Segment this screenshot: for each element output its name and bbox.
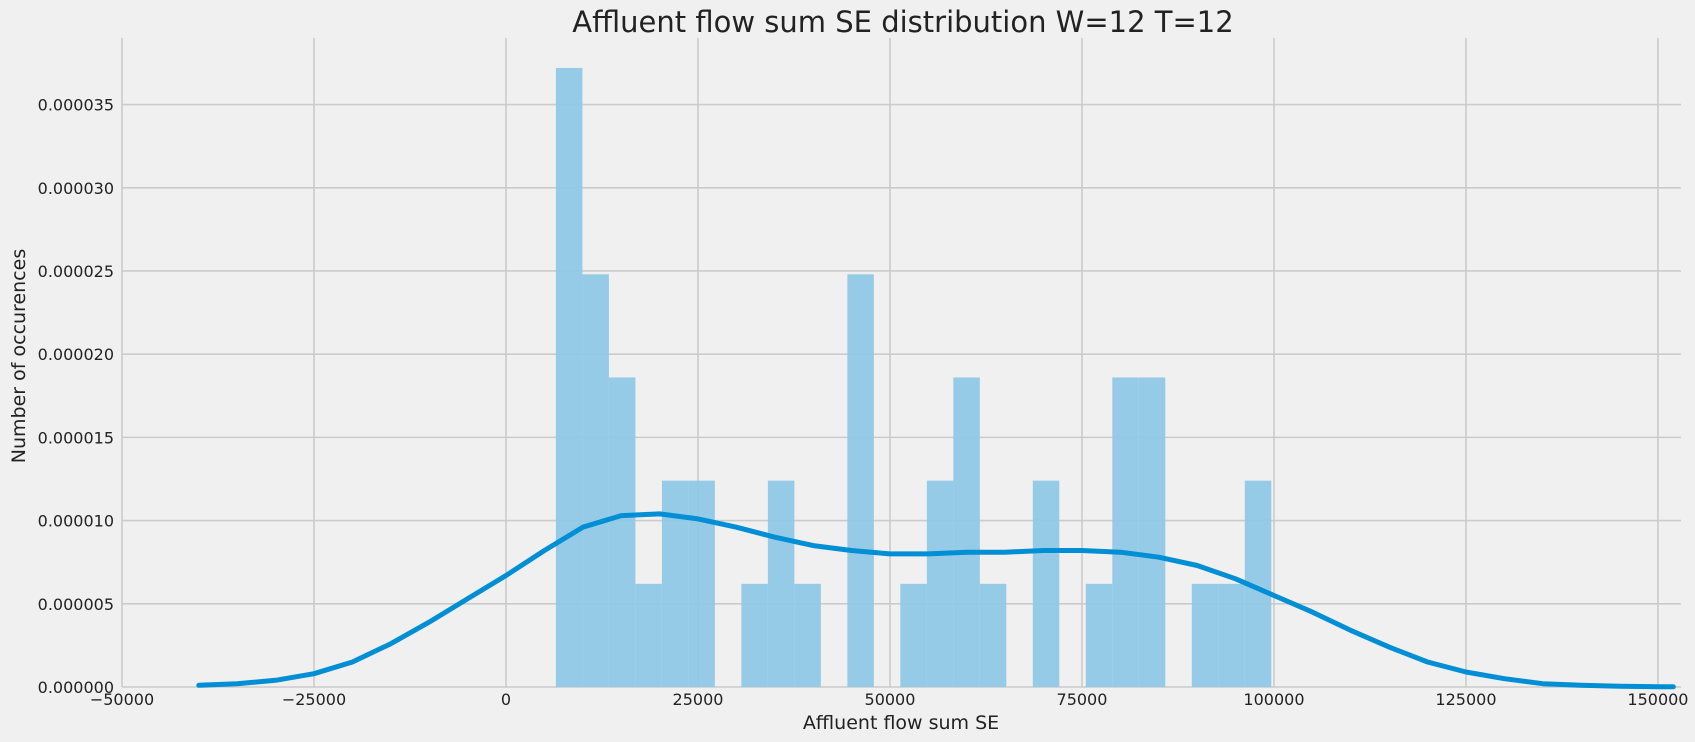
x-axis-label: Affluent flow sum SE [803, 712, 999, 734]
y-axis-label: Number of occurences [8, 249, 30, 463]
y-tick-label: 0.000025 [38, 262, 114, 281]
histogram-bar [926, 480, 954, 687]
x-tick-label: 50000 [865, 690, 916, 709]
histogram-bar [953, 377, 980, 687]
x-tick-label: 150000 [1627, 690, 1688, 709]
y-tick-label: 0.000015 [38, 428, 114, 447]
histogram-bar [979, 583, 1007, 687]
chart-title: Affluent flow sum SE distribution W=12 T… [572, 5, 1233, 39]
histogram-bar [794, 583, 821, 687]
histogram-bar [1032, 480, 1060, 687]
histogram-bar [1085, 583, 1113, 687]
x-tick-label: −50000 [90, 690, 154, 709]
y-tick-label: 0.000000 [38, 678, 114, 697]
histogram-bar [1218, 583, 1245, 687]
tick-labels: −50000 −25000 0 25000 50000 75000 100000 125000… [38, 96, 1689, 709]
histogram-bar [1138, 377, 1166, 687]
y-tick-label: 0.000010 [38, 512, 114, 531]
x-tick-label: 0 [501, 690, 511, 709]
histogram-bar [635, 583, 662, 687]
y-tick-label: 0.000035 [38, 96, 114, 115]
histogram-bar [900, 583, 927, 687]
histogram-bar [741, 583, 768, 687]
histogram-bar [1191, 583, 1219, 687]
y-tick-label: 0.000030 [38, 179, 114, 198]
kde-curve-layer [196, 511, 1676, 690]
y-tick-label: 0.000005 [38, 595, 114, 614]
x-tick-label: 100000 [1243, 690, 1304, 709]
histogram-bar [767, 480, 795, 687]
kde-curve [196, 511, 1676, 690]
histogram-bar [688, 480, 715, 687]
histogram-bar [555, 67, 583, 687]
histogram-bar [582, 274, 609, 687]
histogram-bars [555, 67, 1272, 687]
histogram-bar [1112, 377, 1139, 687]
y-tick-label: 0.000020 [38, 345, 114, 364]
histogram-bar [661, 480, 689, 687]
histogram-bar [608, 377, 636, 687]
x-tick-label: 125000 [1435, 690, 1496, 709]
x-tick-label: 25000 [673, 690, 724, 709]
x-tick-label: 75000 [1057, 690, 1108, 709]
x-tick-label: −25000 [282, 690, 346, 709]
histogram-bar [847, 274, 874, 687]
